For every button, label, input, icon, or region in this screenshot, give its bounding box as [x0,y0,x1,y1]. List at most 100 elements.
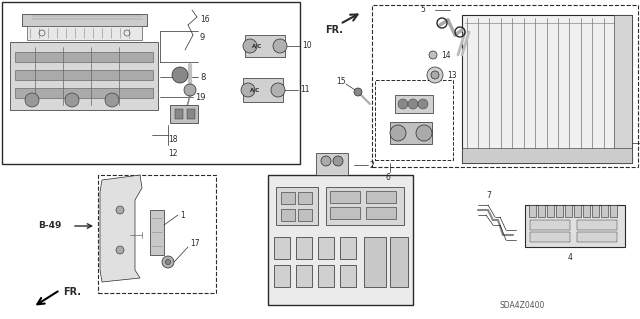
Polygon shape [15,52,153,62]
Bar [577,220,617,230]
Text: 9: 9 [200,33,205,42]
Polygon shape [15,70,153,80]
Circle shape [416,125,432,141]
Text: 17: 17 [190,240,200,249]
Bar [98,175,216,293]
Text: FR.: FR. [325,25,343,35]
Text: A/C: A/C [252,43,262,48]
Bar [556,205,563,217]
Bar [592,205,599,217]
Bar [614,15,632,163]
Circle shape [429,51,437,59]
Bar [525,205,625,247]
Bar [296,237,312,259]
Bar [175,109,183,119]
Text: 13: 13 [447,70,456,79]
Bar [340,237,356,259]
Bar [187,109,195,119]
Bar [390,237,408,287]
Text: 10: 10 [302,41,312,50]
Bar [318,237,334,259]
Bar [583,205,590,217]
Bar [298,209,312,221]
Circle shape [271,83,285,97]
Circle shape [184,84,196,96]
Bar [610,205,617,217]
Bar [395,95,433,113]
Circle shape [418,99,428,109]
Bar [298,192,312,204]
Circle shape [241,83,255,97]
Text: 11: 11 [300,85,310,94]
Circle shape [25,93,39,107]
Bar [281,192,295,204]
Polygon shape [10,42,158,110]
Circle shape [321,156,331,166]
Bar [281,209,295,221]
Polygon shape [390,122,432,144]
Circle shape [427,67,443,83]
Bar [330,191,360,203]
Bar [274,237,290,259]
Bar [2,2,300,164]
Bar [574,205,581,217]
Polygon shape [27,26,142,40]
Bar [318,265,334,287]
Text: 14: 14 [441,50,451,60]
Bar [462,148,632,163]
Circle shape [333,156,343,166]
Bar [274,265,290,287]
Circle shape [273,39,287,53]
Polygon shape [243,78,283,102]
Text: 5: 5 [420,5,425,14]
Text: 19: 19 [195,93,205,101]
Bar [366,191,396,203]
Text: 6: 6 [385,174,390,182]
Bar [547,205,554,217]
Text: A/C: A/C [250,87,260,93]
Circle shape [172,67,188,83]
Bar [529,205,536,217]
Circle shape [162,256,174,268]
Circle shape [116,246,124,254]
Circle shape [408,99,418,109]
Circle shape [243,39,257,53]
Circle shape [398,99,408,109]
Text: 8: 8 [200,72,205,81]
Bar [538,205,545,217]
Circle shape [116,206,124,214]
Text: 12: 12 [168,149,177,158]
Circle shape [354,88,362,96]
Polygon shape [245,35,285,57]
Text: B-49: B-49 [38,221,61,231]
Bar [316,153,348,175]
Bar [366,207,396,219]
Text: 1: 1 [180,211,185,219]
Polygon shape [22,14,147,26]
Polygon shape [100,175,142,282]
Bar [268,175,413,305]
Text: 4: 4 [568,253,572,262]
Bar [530,232,570,242]
Bar [170,105,198,123]
Circle shape [431,71,439,79]
Circle shape [65,93,79,107]
Bar [296,265,312,287]
Circle shape [390,125,406,141]
Bar [364,237,386,287]
Bar [150,210,164,255]
Polygon shape [15,88,153,98]
Text: 7: 7 [486,190,491,199]
Bar [375,80,453,160]
Text: 18: 18 [168,136,177,145]
Bar [530,220,570,230]
Bar [326,187,404,225]
Text: 16: 16 [200,16,210,25]
Bar [565,205,572,217]
Bar [577,232,617,242]
Bar [276,187,318,225]
Text: FR.: FR. [63,287,81,297]
Bar [601,205,608,217]
Bar [372,5,638,167]
Bar [462,15,632,163]
